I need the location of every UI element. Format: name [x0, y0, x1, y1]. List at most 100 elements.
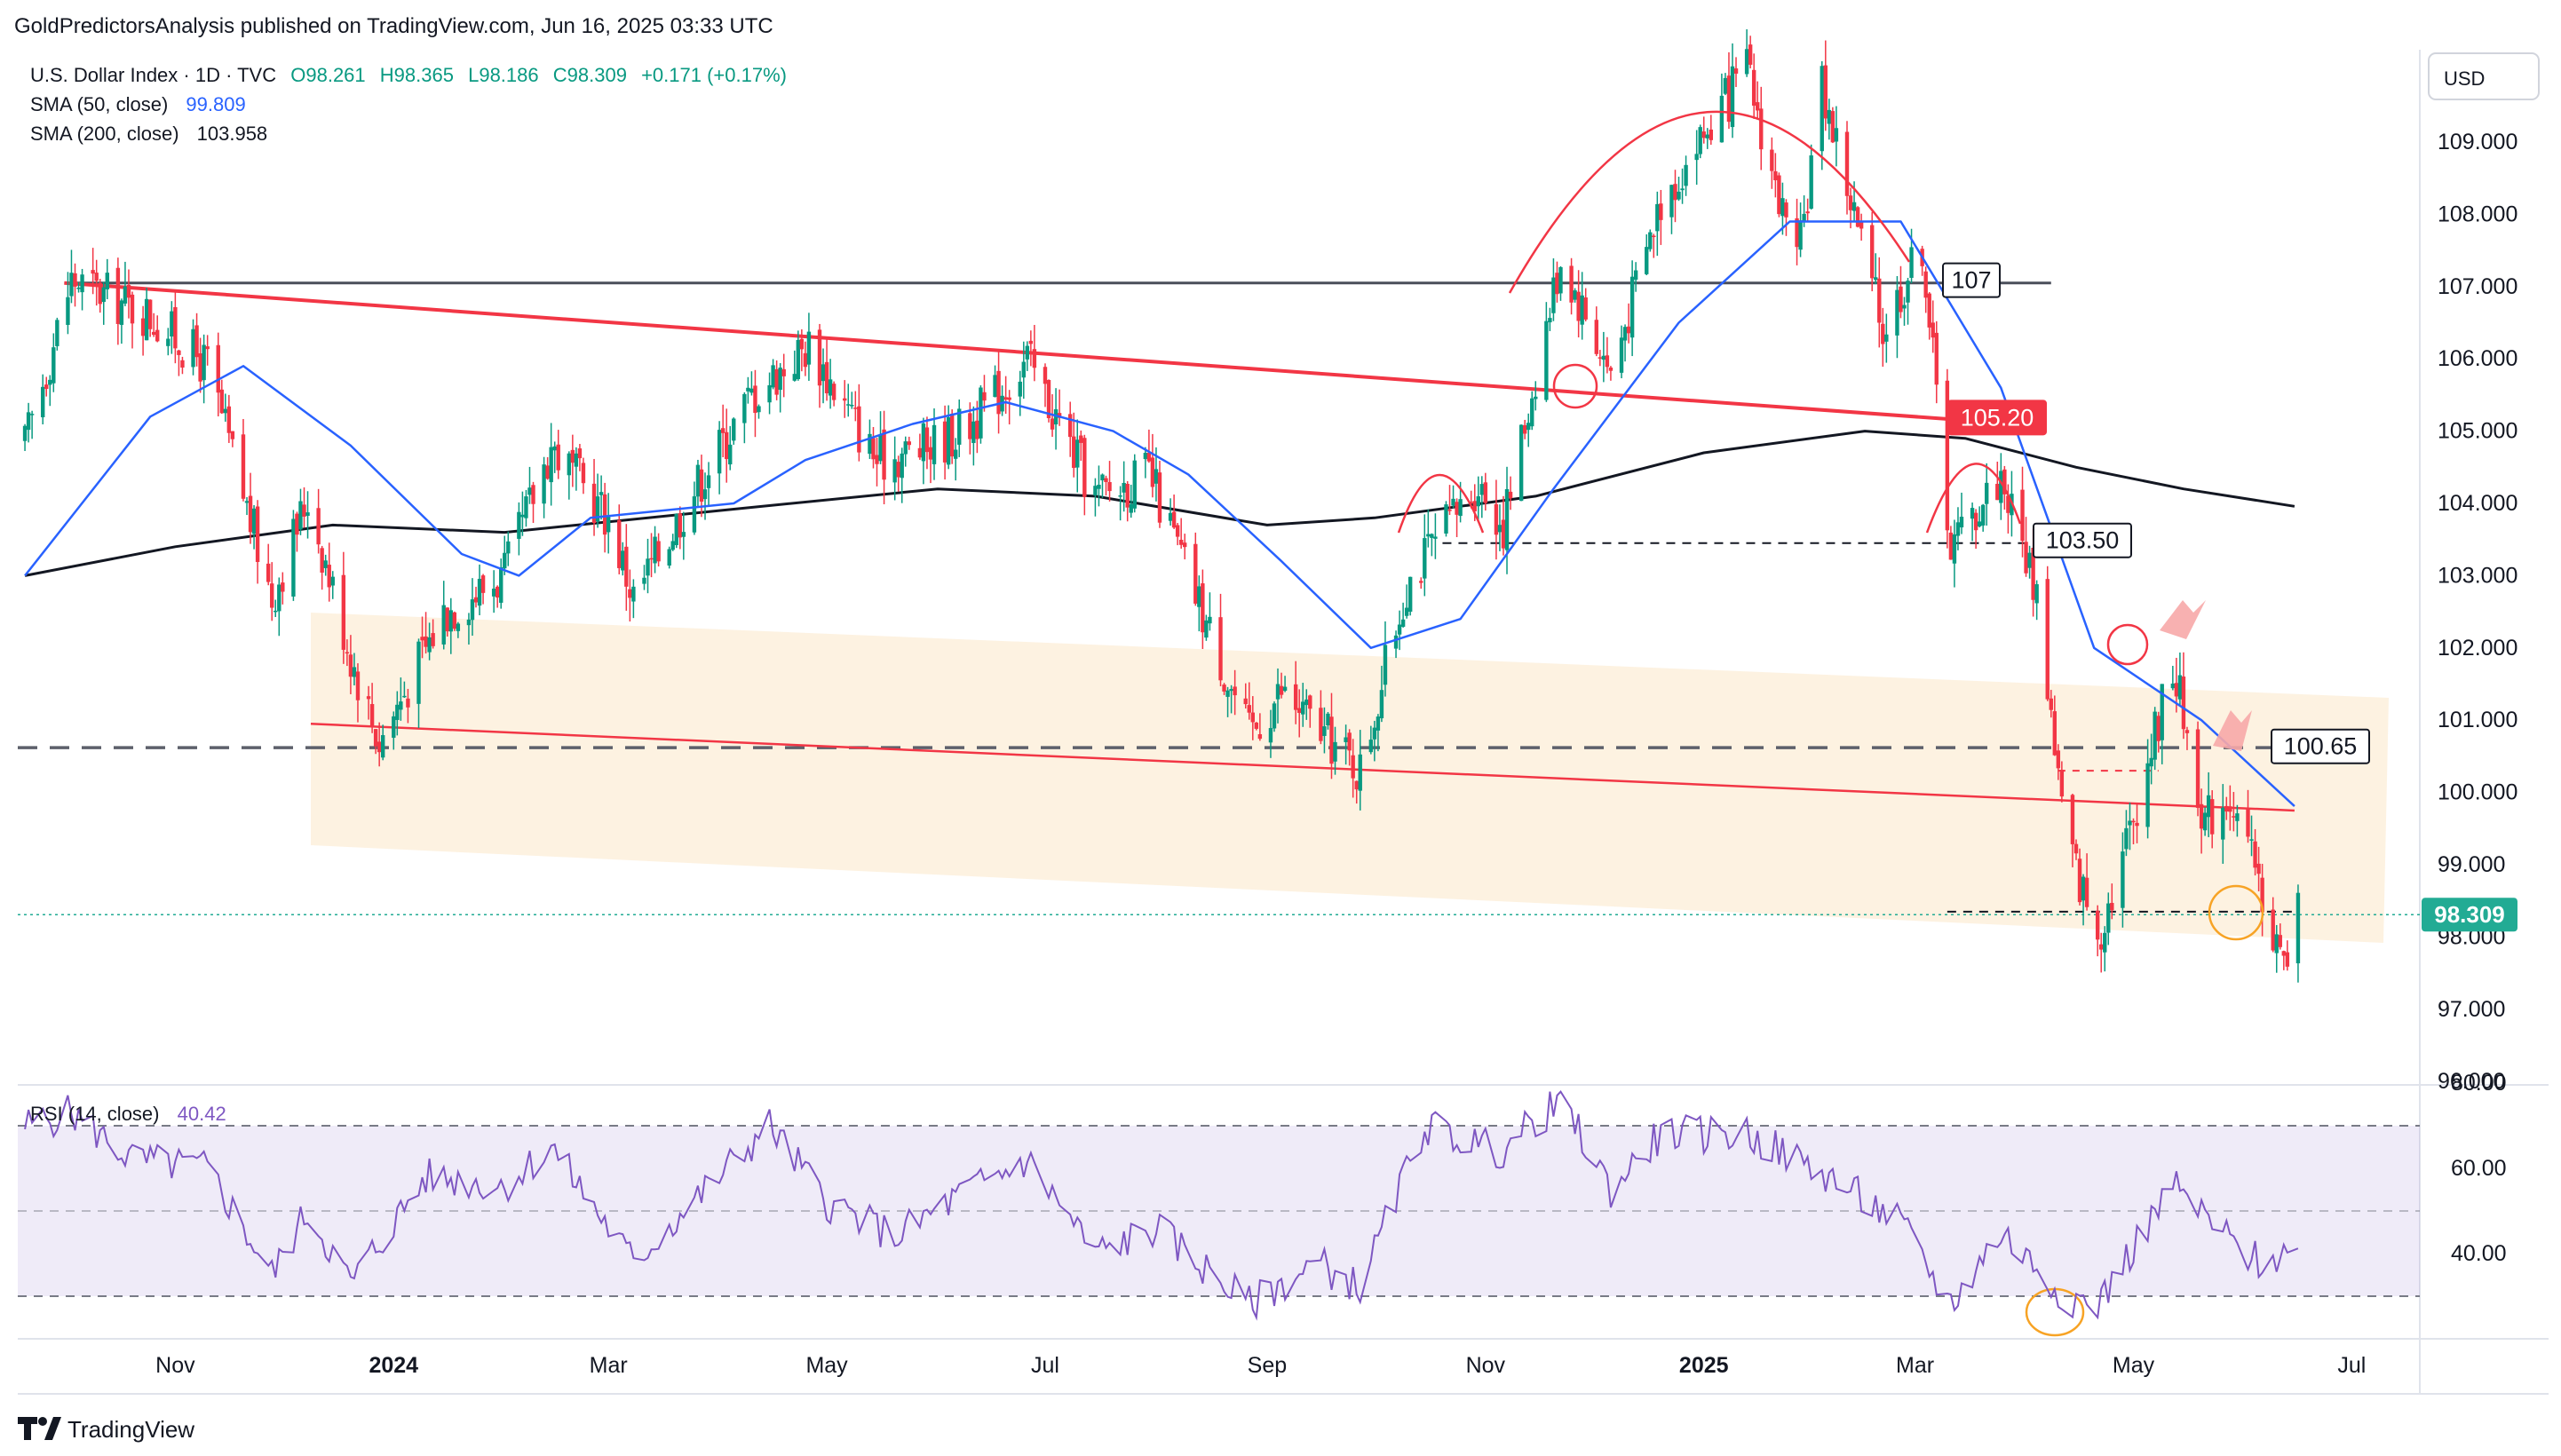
- candle: [1726, 51, 1732, 130]
- candle-body: [1376, 716, 1381, 731]
- candle-body: [431, 633, 435, 646]
- candle: [667, 546, 671, 569]
- candle-body: [327, 565, 331, 588]
- candle-body: [91, 270, 95, 274]
- candle: [1619, 325, 1624, 379]
- candle: [2246, 789, 2250, 843]
- candle-body: [1497, 525, 1503, 533]
- candle: [241, 418, 246, 502]
- candle-body: [316, 508, 321, 545]
- candle: [2145, 739, 2150, 839]
- candle: [73, 263, 77, 307]
- candle: [2153, 707, 2157, 771]
- candle-body: [1809, 155, 1813, 210]
- candle: [298, 488, 303, 535]
- time-axis[interactable]: Nov 2024 Mar May Jul Sep Nov 2025 Mar May Jul: [155, 1353, 2366, 1378]
- candle: [924, 416, 930, 470]
- candle-body: [1426, 534, 1431, 537]
- candle-body: [191, 328, 195, 368]
- candle-body: [806, 331, 812, 365]
- candle: [982, 375, 987, 412]
- candle: [270, 562, 274, 621]
- candle: [1730, 43, 1735, 138]
- candle: [1000, 385, 1004, 416]
- label-105-20-box: [1947, 400, 2047, 436]
- candle: [1823, 40, 1828, 131]
- candle-body: [399, 701, 403, 710]
- candle: [151, 313, 156, 337]
- candle-body: [2135, 822, 2139, 827]
- candle: [1698, 124, 1702, 159]
- candle-body: [173, 306, 178, 349]
- candle-body: [757, 406, 761, 413]
- candle-body: [831, 384, 836, 400]
- candle-body: [1297, 708, 1302, 713]
- candle-body: [771, 365, 775, 388]
- candle: [144, 288, 149, 341]
- candle-body: [1433, 536, 1438, 539]
- candle-body: [670, 541, 675, 550]
- price-axis[interactable]: 109.000 108.000 107.000 106.000 105.000 104.0…: [2422, 130, 2517, 1094]
- candle: [577, 444, 583, 471]
- candle: [2045, 566, 2050, 701]
- candle-body: [1827, 109, 1832, 124]
- candle-body: [44, 384, 49, 390]
- candle-body: [2084, 877, 2089, 907]
- candle: [843, 380, 847, 418]
- candle: [1447, 485, 1452, 516]
- candle-body: [202, 344, 206, 381]
- candle: [2024, 517, 2028, 577]
- candle: [1576, 270, 1581, 338]
- candle-body: [1619, 337, 1624, 373]
- candle: [850, 392, 854, 409]
- candle-body: [1952, 534, 1957, 564]
- candle: [452, 611, 457, 631]
- candle: [882, 410, 886, 505]
- candle-body: [406, 698, 410, 708]
- candle-body: [591, 483, 597, 523]
- candle: [22, 423, 28, 451]
- candle-body: [1157, 472, 1162, 523]
- candle: [892, 436, 897, 501]
- candle-body: [480, 575, 486, 593]
- candle-body: [921, 423, 926, 462]
- candles-layer: [22, 29, 2301, 983]
- falling-trendline-lower: [310, 723, 2295, 812]
- last-price-tag: [2422, 898, 2517, 932]
- candle: [140, 305, 146, 356]
- footer-brand: TradingView: [67, 1416, 194, 1443]
- candle-body: [244, 501, 250, 503]
- candle: [2209, 790, 2215, 849]
- candle-body: [2103, 932, 2107, 953]
- candle-body: [495, 586, 500, 598]
- candle: [649, 533, 654, 578]
- candle: [2110, 883, 2114, 920]
- candle-body: [1118, 495, 1122, 497]
- candle: [1955, 507, 1961, 550]
- candle-body: [1254, 722, 1259, 729]
- candle: [327, 542, 331, 602]
- candle-body: [624, 546, 629, 587]
- candle: [574, 447, 579, 491]
- candle: [1257, 713, 1263, 741]
- candle: [1701, 116, 1706, 144]
- candle: [1569, 257, 1574, 315]
- candle-body: [1608, 368, 1614, 371]
- candle: [524, 489, 528, 527]
- candle: [406, 688, 410, 724]
- candle-body: [1125, 484, 1130, 508]
- candle-body: [26, 412, 31, 431]
- candle-body: [105, 273, 109, 289]
- candle-body: [982, 392, 987, 401]
- currency-button[interactable]: [2428, 52, 2540, 100]
- candle: [900, 447, 904, 503]
- legend-sma50-label: SMA (50, close): [30, 93, 168, 115]
- candle-body: [1583, 297, 1588, 320]
- candle: [1934, 320, 1939, 404]
- candle: [1204, 614, 1209, 641]
- candle: [1132, 454, 1137, 513]
- candle-body: [441, 605, 446, 645]
- candle-body: [1784, 202, 1788, 218]
- candle: [1834, 106, 1839, 167]
- candle: [520, 491, 525, 536]
